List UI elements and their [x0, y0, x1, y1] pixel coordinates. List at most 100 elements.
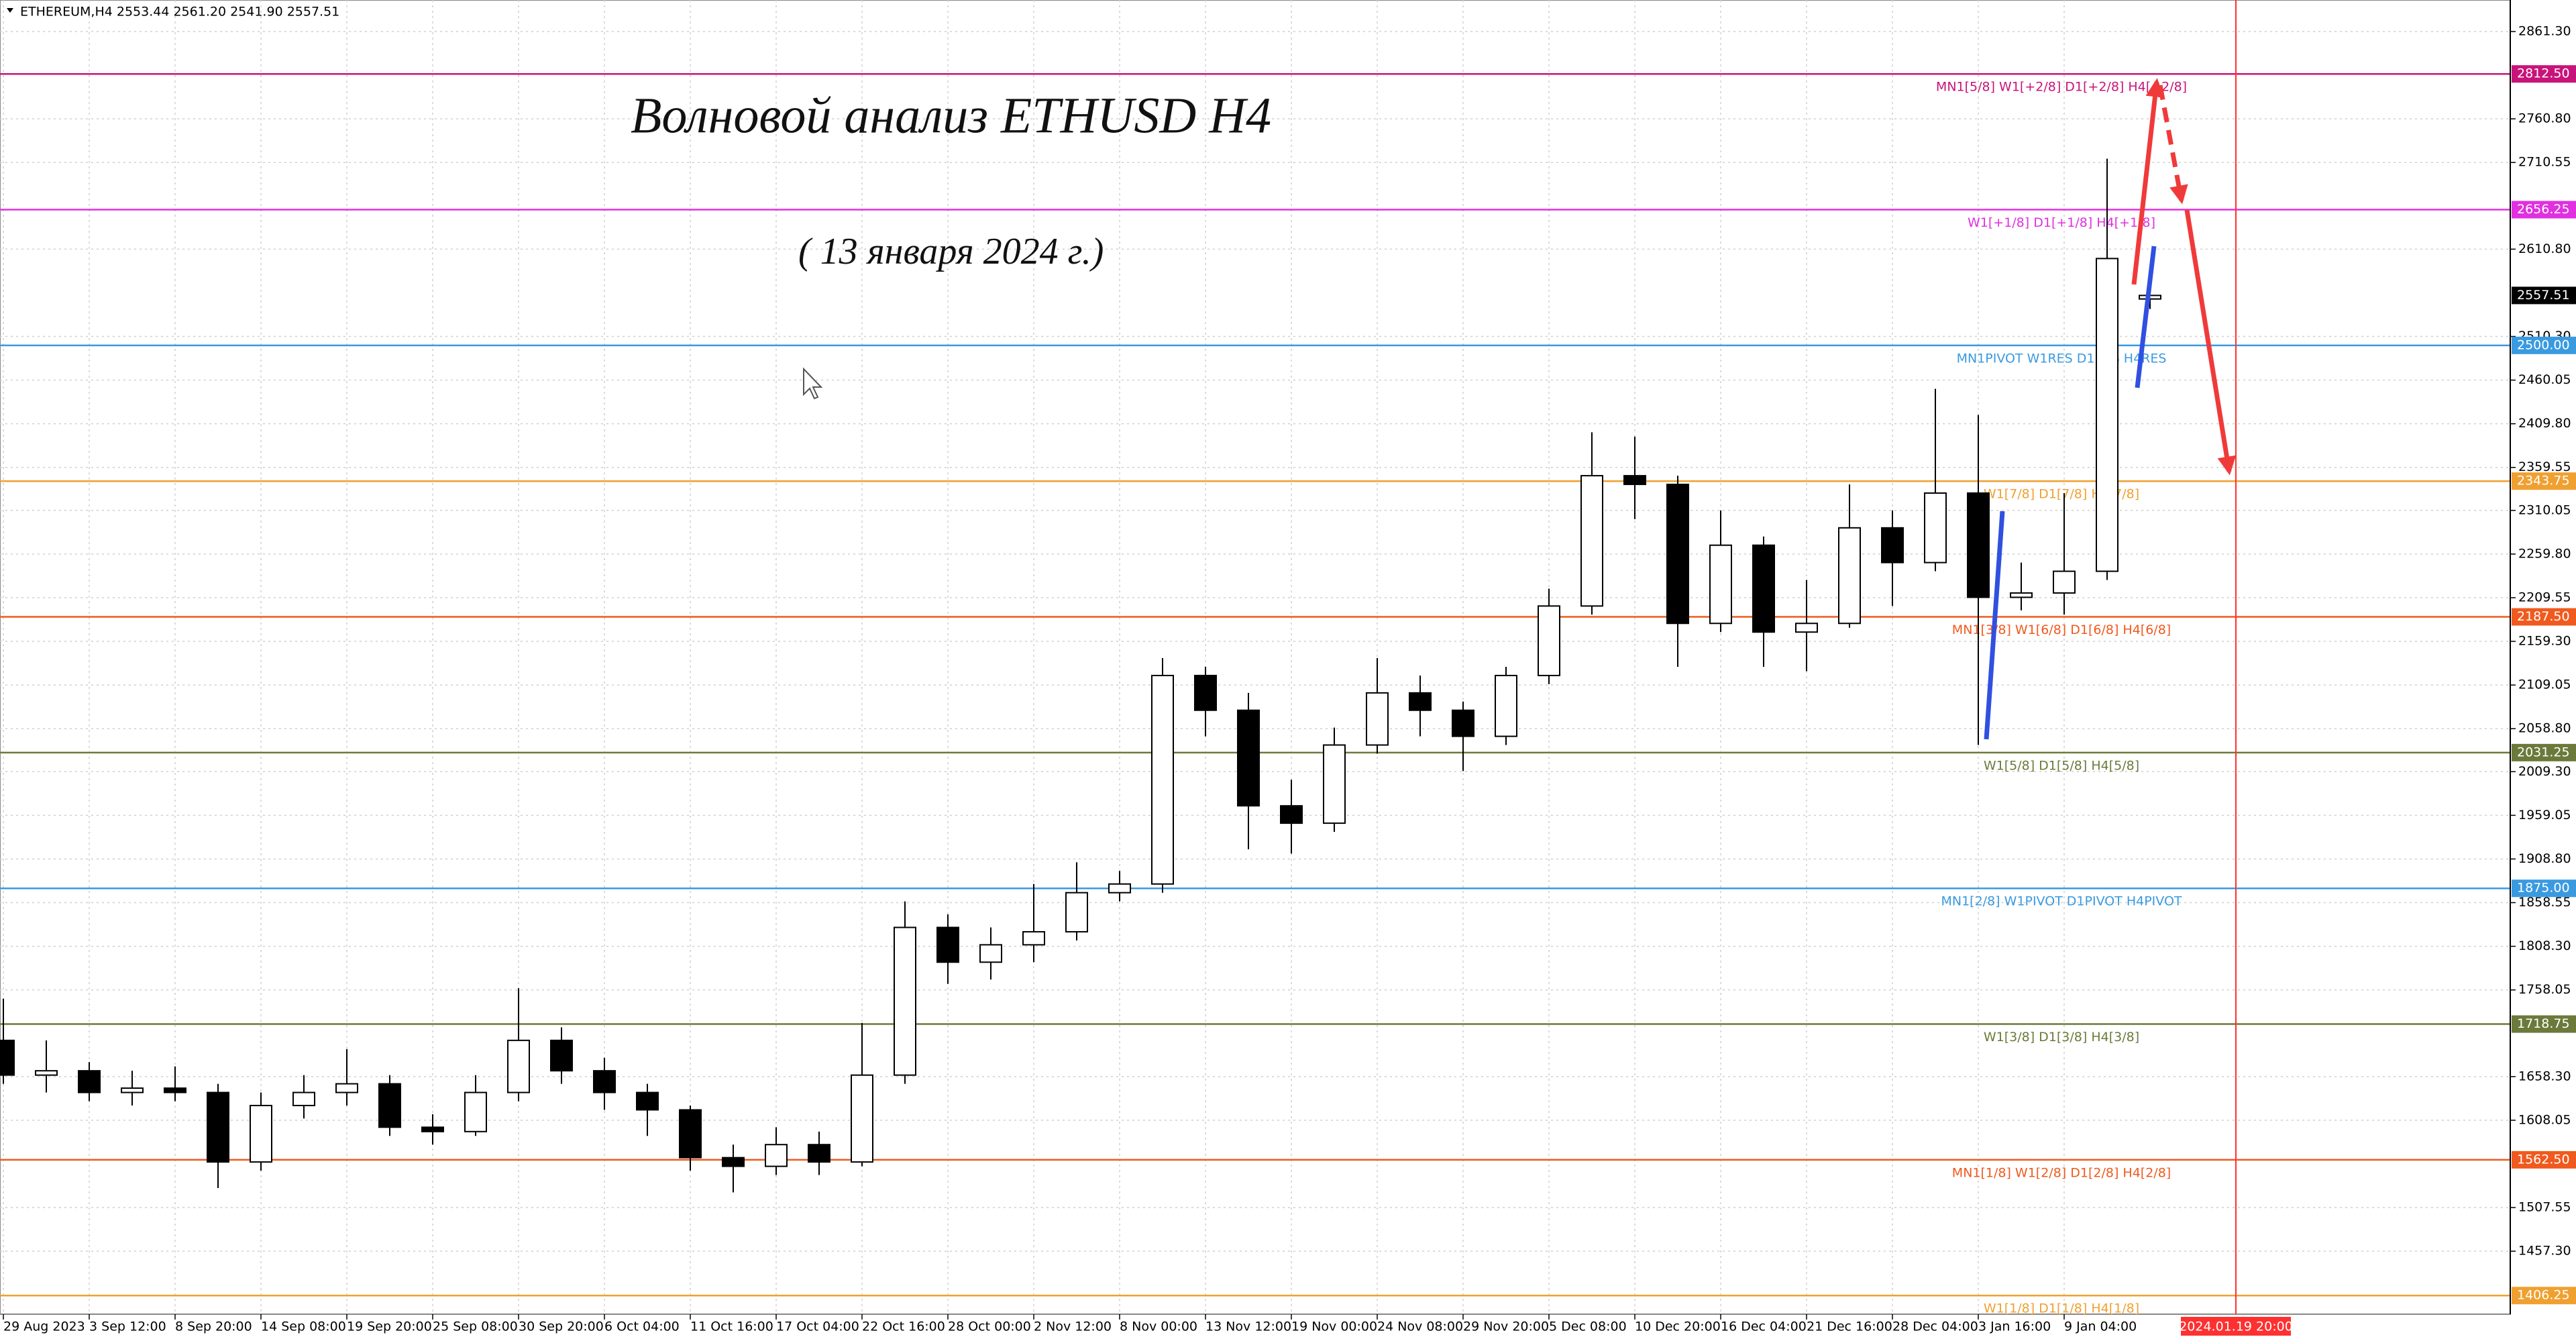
last-price-label: 2557.51	[2517, 288, 2570, 303]
x-tick-label: 28 Dec 04:00	[1892, 1320, 1978, 1334]
level-tag	[2512, 743, 2576, 761]
y-tick-label: 2409.80	[2518, 416, 2571, 431]
candle-body	[35, 1070, 58, 1076]
y-tick-label: 1507.55	[2518, 1200, 2571, 1215]
level-tag	[2512, 879, 2576, 898]
candle-body	[1323, 744, 1346, 824]
y-tick-label: 2710.55	[2518, 155, 2571, 170]
level-tag	[2512, 336, 2576, 354]
candle-body	[1967, 492, 1990, 598]
y-tick-label: 1658.30	[2518, 1069, 2571, 1083]
candle-body	[636, 1091, 659, 1111]
x-tick-label: 9 Jan 04:00	[2064, 1320, 2137, 1334]
y-tick-label: 1808.30	[2518, 939, 2571, 953]
x-tick-label: 13 Nov 12:00	[1205, 1320, 1291, 1334]
level-tag-label: 2656.25	[2517, 202, 2570, 217]
candle-body	[207, 1091, 229, 1163]
red-arrow	[2131, 78, 2165, 285]
level-tag	[2512, 472, 2576, 490]
y-tick-label: 1457.30	[2518, 1244, 2571, 1258]
x-tick-label: 25 Sep 08:00	[433, 1320, 518, 1334]
y-tick-label: 2009.30	[2518, 764, 2571, 779]
level-label: MN1[3/8] W1[6/8] D1[6/8] H4[6/8]	[1952, 623, 2171, 637]
candle-body	[1108, 883, 1131, 894]
level-label: MN1[2/8] W1PIVOT D1PIVOT H4PIVOT	[1941, 894, 2182, 909]
header-icon	[7, 8, 13, 13]
y-tick-label: 2159.30	[2518, 634, 2571, 649]
level-tag-label: 2031.25	[2517, 745, 2570, 759]
candle-body	[421, 1126, 444, 1132]
level-tag-label: 1875.00	[2517, 881, 2570, 896]
candle-body	[1452, 709, 1474, 737]
candle-body	[679, 1109, 702, 1159]
level-tag	[2512, 1015, 2576, 1033]
x-tick-label: 3 Sep 12:00	[89, 1320, 166, 1334]
level-label: MN1[5/8] W1[+2/8] D1[+2/8] H4[+2/8]	[1936, 80, 2187, 95]
y-tick-label: 2310.05	[2518, 502, 2571, 517]
x-tick-label: 29 Nov 20:00	[1463, 1320, 1549, 1334]
level-label: W1[3/8] D1[3/8] H4[3/8]	[1984, 1030, 2139, 1045]
x-tick-label: 30 Sep 20:00	[519, 1320, 604, 1334]
x-tick-label: 5 Dec 08:00	[1549, 1320, 1627, 1334]
candle-body	[1709, 544, 1732, 625]
candle-body	[1065, 892, 1088, 932]
y-tick-label: 2460.05	[2518, 372, 2571, 387]
x-tick-label: 19 Sep 20:00	[347, 1320, 432, 1334]
y-tick-label: 1908.80	[2518, 851, 2571, 866]
x-tick-label: 11 Oct 16:00	[690, 1320, 773, 1334]
y-tick-label: 2058.80	[2518, 721, 2571, 736]
level-tag-label: 1562.50	[2517, 1152, 2570, 1167]
y-tick-label: 1608.05	[2518, 1112, 2571, 1127]
candle-body	[464, 1091, 487, 1132]
date-tag	[2181, 1317, 2291, 1336]
candle-body	[894, 926, 916, 1076]
y-tick-label: 2359.55	[2518, 460, 2571, 474]
candle-body	[1409, 692, 1432, 711]
x-tick-label: 16 Dec 04:00	[1721, 1320, 1807, 1334]
y-tick-label: 1758.05	[2518, 982, 2571, 997]
candle-body	[2010, 592, 2033, 598]
candle-body	[1580, 475, 1603, 607]
y-tick-label: 1959.05	[2518, 808, 2571, 822]
candle-body	[1924, 492, 1947, 564]
y-tick-label: 2259.80	[2518, 546, 2571, 561]
level-tag	[2512, 1150, 2576, 1169]
x-tick-label: 22 Oct 16:00	[862, 1320, 945, 1334]
candle-body	[1366, 692, 1389, 746]
candle-body	[808, 1144, 830, 1163]
candle-body	[507, 1039, 530, 1093]
level-tag-label: 2812.50	[2517, 66, 2570, 81]
candle-body	[979, 944, 1002, 963]
candle-body	[2053, 570, 2076, 594]
y-tick-label: 2610.80	[2518, 242, 2571, 256]
x-tick-label: 6 Oct 04:00	[604, 1320, 680, 1334]
candle-body	[1194, 674, 1217, 711]
x-tick-label: 29 Aug 2023	[3, 1320, 85, 1334]
level-tag-label: 1406.25	[2517, 1288, 2570, 1303]
plot-area	[0, 0, 2511, 1315]
mouse-cursor	[803, 367, 823, 400]
blue-wave	[2135, 246, 2157, 388]
x-tick-label: 10 Dec 20:00	[1635, 1320, 1721, 1334]
level-tag-label: 2500.00	[2517, 337, 2570, 352]
level-tag-label: 2187.50	[2517, 609, 2570, 624]
level-tag	[2512, 65, 2576, 83]
candle-body	[1838, 527, 1861, 625]
candle-body	[1666, 484, 1689, 625]
x-tick-label: 14 Sep 08:00	[261, 1320, 346, 1334]
level-label: W1[5/8] D1[5/8] H4[5/8]	[1984, 758, 2139, 773]
x-tick-label: 19 Nov 00:00	[1291, 1320, 1377, 1334]
y-tick-label: 2861.30	[2518, 24, 2571, 39]
red-arrow-dashed	[2157, 85, 2188, 205]
red-arrow	[2184, 209, 2237, 476]
level-label: W1[1/8] D1[1/8] H4[1/8]	[1984, 1301, 2139, 1316]
y-tick-label: 2209.55	[2518, 590, 2571, 604]
candle-body	[1623, 475, 1646, 486]
x-tick-label: 2 Nov 12:00	[1034, 1320, 1112, 1334]
candle-body	[1237, 709, 1260, 807]
level-tag-label: 2343.75	[2517, 474, 2570, 488]
candle-body	[250, 1104, 272, 1163]
candle-body	[164, 1087, 186, 1093]
x-tick-label: 21 Dec 16:00	[1807, 1320, 1892, 1334]
